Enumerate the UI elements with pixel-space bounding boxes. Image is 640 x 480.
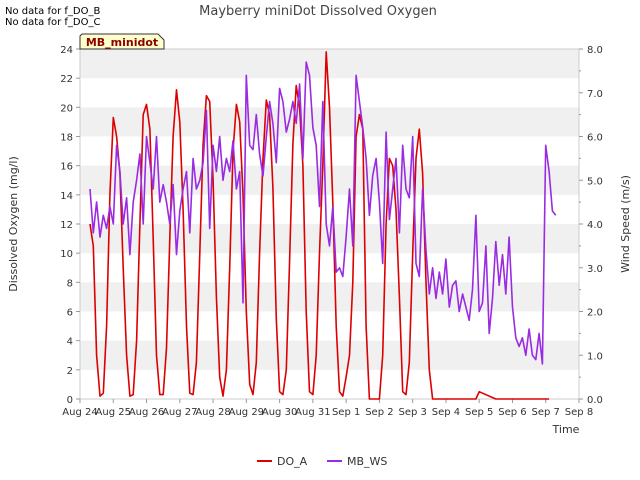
x-tick-label: Aug 27 <box>162 407 197 418</box>
x-tick-label: Sep 4 <box>432 407 460 418</box>
x-tick-label: Aug 29 <box>229 407 264 418</box>
legend: DO_A MB_WS <box>257 455 387 468</box>
y-axis-right: 0.0 1.0 2.0 3.0 4.0 5.0 6.0 7.0 8.0 <box>579 45 603 406</box>
y-left-tick-label: 16 <box>60 162 73 173</box>
y-left-tick-label: 4 <box>67 337 73 348</box>
x-tick-label: Sep 1 <box>332 407 360 418</box>
x-tick-label: Sep 2 <box>365 407 393 418</box>
y-left-tick-label: 10 <box>60 249 73 260</box>
x-tick-label: Sep 6 <box>498 407 526 418</box>
x-tick-label: Sep 7 <box>532 407 560 418</box>
grid-band <box>80 165 579 195</box>
y-left-tick-label: 14 <box>60 191 73 202</box>
legend-mb-ws-label: MB_WS <box>347 455 387 468</box>
y-right-tick-label: 6.0 <box>587 133 603 144</box>
y-axis-left-label: Dissolved Oxygen (mg/l) <box>7 156 20 291</box>
y-left-tick-label: 2 <box>67 366 73 377</box>
x-tick-label: Aug 30 <box>262 407 297 418</box>
y-left-tick-label: 0 <box>67 395 73 406</box>
x-tick-label: Sep 8 <box>565 407 593 418</box>
x-tick-label: Aug 24 <box>62 407 97 418</box>
station-badge-label: MB_minidot <box>86 36 158 49</box>
x-tick-label: Aug 28 <box>195 407 230 418</box>
x-axis-label: Time <box>552 423 580 436</box>
y-right-tick-label: 2.0 <box>587 308 603 319</box>
y-left-tick-label: 6 <box>67 308 73 319</box>
y-right-tick-label: 5.0 <box>587 176 603 187</box>
grid-band <box>80 49 579 79</box>
x-tick-label: Aug 25 <box>96 407 131 418</box>
y-right-tick-label: 3.0 <box>587 264 603 275</box>
legend-do-a-label: DO_A <box>277 455 308 468</box>
y-left-tick-label: 24 <box>60 45 73 56</box>
y-right-tick-label: 1.0 <box>587 351 603 362</box>
y-right-tick-label: 8.0 <box>587 45 603 56</box>
x-tick-label: Sep 3 <box>398 407 426 418</box>
y-right-tick-label: 4.0 <box>587 220 603 231</box>
y-right-tick-label: 7.0 <box>587 89 603 100</box>
no-data-note-2: No data for f_DO_C <box>5 17 101 28</box>
y-left-tick-label: 20 <box>60 103 73 114</box>
station-badge: MB_minidot <box>79 33 165 50</box>
y-left-tick-label: 18 <box>60 133 73 144</box>
chart-title: Mayberry miniDot Dissolved Oxygen <box>199 4 437 19</box>
grid-band <box>80 340 579 370</box>
y-left-tick-label: 12 <box>60 220 73 231</box>
y-right-tick-label: 0.0 <box>587 395 603 406</box>
grid-band <box>80 282 579 312</box>
x-tick-label: Aug 26 <box>129 407 164 418</box>
x-tick-label: Sep 5 <box>465 407 493 418</box>
y-left-tick-label: 8 <box>67 278 73 289</box>
series-mb-ws-line <box>89 61 557 365</box>
no-data-note-1: No data for f_DO_B <box>5 6 101 17</box>
y-axis-right-label: Wind Speed (m/s) <box>619 175 632 273</box>
x-tick-label: Aug 31 <box>295 407 330 418</box>
y-left-tick-label: 22 <box>60 74 73 85</box>
